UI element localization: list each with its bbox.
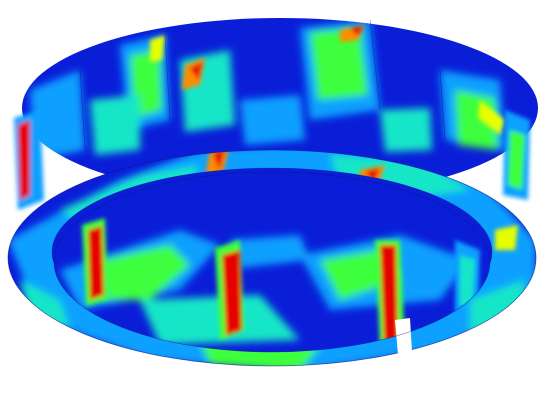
- upper-blade-band: [14, 110, 530, 210]
- mesh-edges: [79, 19, 446, 151]
- inner-hub: [53, 171, 491, 355]
- upper-shroud-disk: [22, 18, 538, 198]
